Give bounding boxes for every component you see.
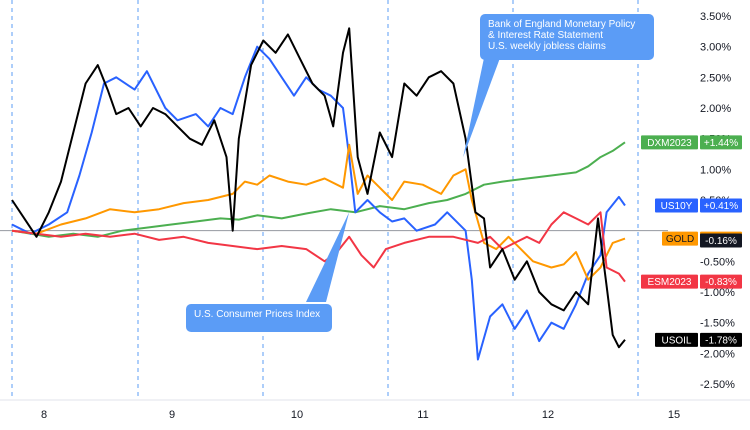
series-name-badge (641, 274, 698, 289)
y-tick-label: -0.50% (700, 256, 735, 268)
series-line-gold (11, 143, 626, 281)
y-tick-label: 3.00% (700, 42, 731, 54)
y-tick-label: -2.00% (700, 348, 735, 360)
y-tick-label: -2.50% (700, 379, 735, 391)
callout-text: U.S. weekly jobless claims (488, 41, 606, 52)
callouts: Bank of England Monetary Policy& Interes… (186, 14, 654, 332)
y-tick-label: 2.50% (700, 72, 731, 84)
series-value-label: -0.83% (705, 277, 737, 288)
series-name-badge (662, 231, 698, 246)
callout-box (480, 14, 654, 60)
series-name-label: GOLD (666, 234, 694, 245)
series-layer (11, 27, 626, 361)
callout-text: U.S. Consumer Prices Index (194, 309, 320, 320)
x-tick-label: 12 (542, 409, 554, 421)
callout-pointer (463, 58, 500, 158)
series-line-dxm2023 (11, 141, 626, 238)
y-tick-label: -1.00% (700, 287, 735, 299)
x-axis: 8 9 10 11 12 15 (41, 409, 680, 421)
series-value-badge (700, 332, 742, 347)
callout-text: & Interest Rate Statement (488, 30, 603, 41)
y-tick-label: 3.50% (700, 11, 731, 23)
series-value-badge (700, 274, 742, 289)
x-tick-label: 11 (417, 409, 428, 421)
series-line-esm2023 (11, 211, 626, 283)
series-name-badge (655, 332, 698, 347)
series-value-label: +0.41% (704, 201, 738, 212)
series-badges: DXM2023+1.44%US10Y+0.41%GOLD-0.13%ESM202… (641, 135, 742, 347)
extra-value-label: -0.16% (705, 236, 737, 247)
series-value-label: -1.78% (705, 335, 737, 346)
x-tick-label: 10 (291, 409, 303, 421)
y-tick-label: 2.00% (700, 103, 731, 115)
x-tick-label: 9 (169, 409, 175, 421)
series-value-badge (700, 135, 742, 150)
series-line-us10y (11, 45, 626, 361)
y-tick-label: 1.00% (700, 164, 731, 176)
series-name-label: USOIL (661, 335, 691, 346)
extra-value-badge (700, 233, 742, 248)
series-name-label: ESM2023 (648, 277, 692, 288)
series-name-label: US10Y (661, 201, 693, 212)
series-line-usoil (11, 27, 626, 349)
series-value-badge (700, 198, 742, 213)
callout-text: Bank of England Monetary Policy (488, 19, 635, 30)
callout-box (186, 304, 332, 332)
grid-lines (0, 0, 668, 400)
x-tick-label: 8 (41, 409, 47, 421)
series-name-badge (641, 135, 698, 150)
y-tick-label: -1.50% (700, 318, 735, 330)
series-name-badge (655, 198, 698, 213)
series-name-label: DXM2023 (647, 138, 692, 149)
callout-pointer (306, 212, 350, 302)
x-tick-label: 15 (668, 409, 680, 421)
series-value-label: +1.44% (704, 138, 738, 149)
